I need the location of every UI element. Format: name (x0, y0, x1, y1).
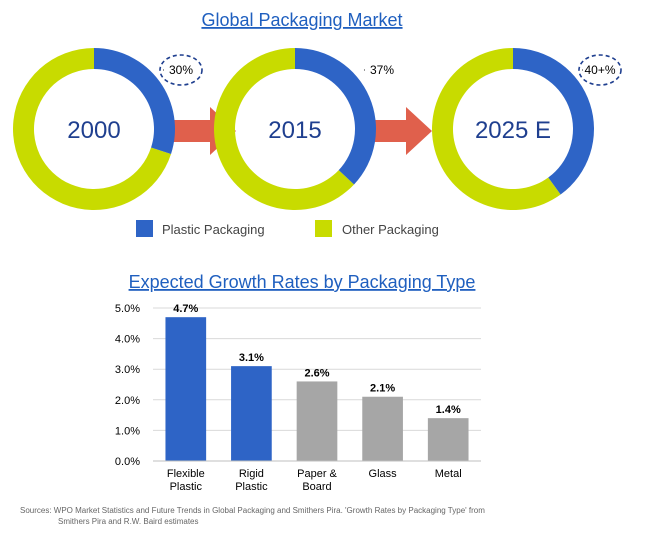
donut-share-label: 37% (370, 63, 394, 77)
legend-swatch-plastic (136, 220, 153, 237)
x-category-label: Paper & (297, 468, 337, 480)
donut-share-label: 40+% (584, 63, 615, 77)
share-highlight-circle (159, 54, 203, 86)
legend-label-plastic: Plastic Packaging (162, 222, 265, 237)
donut-charts: 2000 30% 2015 37% 2025 E 40+% (13, 47, 622, 211)
x-category-label: Plastic (170, 481, 203, 493)
y-tick-label: 0.0% (115, 456, 140, 468)
transition-arrow-2 (362, 107, 432, 155)
donut-2000: 2000 30% (13, 47, 203, 210)
bar-3 (296, 381, 338, 461)
donut-share-label: 30% (169, 63, 193, 77)
y-tick-label: 3.0% (115, 364, 140, 376)
bar-value-label: 2.6% (304, 367, 329, 379)
legend-label-other: Other Packaging (342, 222, 439, 237)
donut-slice-other (214, 48, 355, 210)
donut-chart-title: Global Packaging Market (201, 10, 402, 30)
source-note-line-2: Smithers Pira and R.W. Baird estimates (58, 517, 199, 526)
bar-5 (427, 418, 469, 461)
donut-slice-other (431, 48, 561, 211)
donut-slice-plastic (295, 48, 376, 185)
y-tick-label: 2.0% (115, 395, 140, 407)
donut-2015: 2015 37% (214, 48, 394, 210)
share-highlight-circle (578, 54, 622, 86)
bar-4 (362, 396, 403, 461)
x-category-label: Plastic (235, 481, 268, 493)
x-category-label: Glass (369, 468, 398, 480)
legend-swatch-other (315, 220, 332, 237)
bar-value-label: 4.7% (173, 303, 198, 315)
donut-slice-plastic (94, 48, 175, 155)
donut-2025-e: 2025 E 40+% (431, 48, 622, 211)
bar-value-label: 1.4% (436, 404, 461, 416)
bar-2 (231, 366, 272, 461)
x-category-label: Board (302, 481, 331, 493)
y-tick-label: 4.0% (115, 334, 140, 346)
growth-bar-chart: 0.0%1.0%2.0%3.0%4.0%5.0% 4.7%FlexiblePlas… (115, 303, 481, 493)
bar-1 (165, 317, 207, 461)
x-category-label: Flexible (167, 468, 205, 480)
donut-year-label: 2015 (268, 117, 321, 144)
x-category-label: Rigid (239, 468, 264, 480)
donut-year-label: 2000 (67, 117, 120, 144)
y-tick-label: 5.0% (115, 303, 140, 315)
y-tick-label: 1.0% (115, 425, 140, 437)
bar-value-label: 3.1% (239, 352, 264, 364)
bar-value-label: 2.1% (370, 383, 395, 395)
donut-year-label: 2025 E (475, 117, 551, 144)
bar-chart-title: Expected Growth Rates by Packaging Type (129, 272, 476, 292)
legend: Plastic Packaging Other Packaging (136, 220, 439, 237)
donut-slice-plastic (513, 48, 594, 195)
x-category-label: Metal (435, 468, 462, 480)
source-note-line-1: Sources: WPO Market Statistics and Futur… (20, 506, 485, 515)
